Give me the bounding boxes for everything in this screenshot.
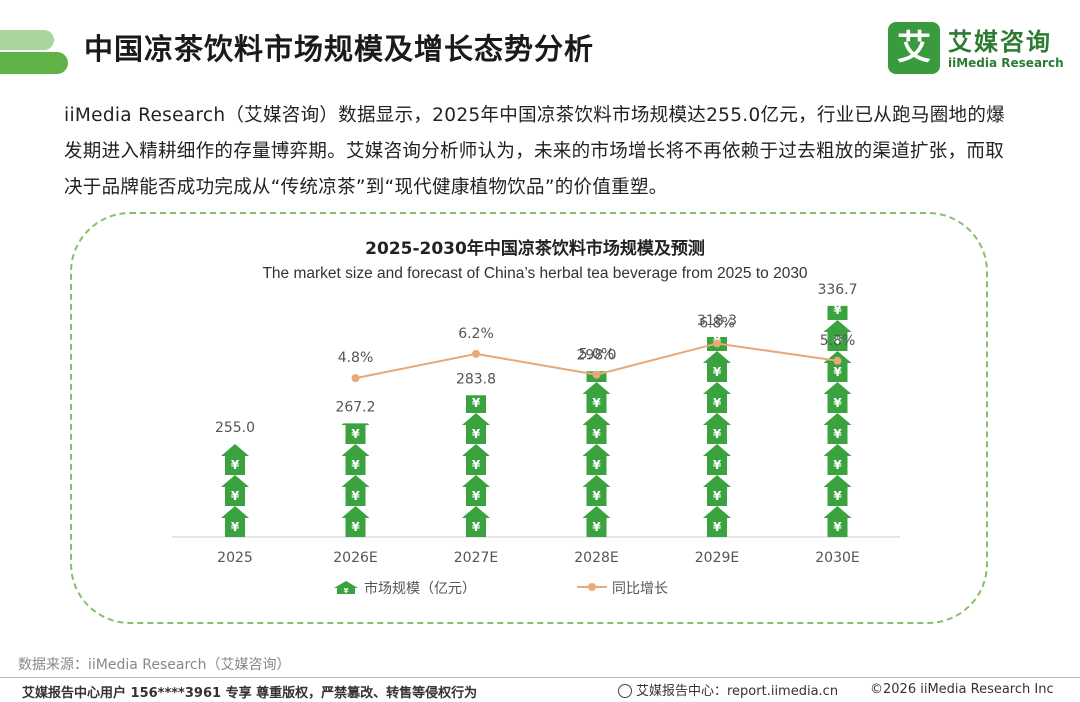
svg-text:¥: ¥ (472, 520, 481, 534)
svg-text:¥: ¥ (231, 458, 240, 472)
bar-value-label: 298.0 (576, 347, 616, 363)
footer-divider (0, 677, 1080, 678)
svg-text:¥: ¥ (713, 489, 722, 503)
svg-text:¥: ¥ (344, 587, 349, 595)
x-tick-label: 2030E (815, 550, 859, 566)
chart-frame (70, 212, 988, 624)
growth-point (472, 349, 480, 358)
x-tick-label: 2026E (333, 550, 377, 566)
growth-label: 6.8% (699, 315, 735, 331)
svg-text:¥: ¥ (713, 458, 722, 472)
logo-mark: 艾 (888, 22, 940, 74)
chart-title: 2025-2030年中国凉茶饮料市场规模及预测 (365, 238, 705, 259)
legend-line-label: 同比增长 (612, 581, 668, 597)
svg-text:¥: ¥ (592, 489, 601, 503)
bar-value-label: 283.8 (456, 371, 496, 387)
growth-point (351, 374, 360, 383)
bar: ¥¥¥¥ (221, 444, 249, 537)
logo-cn-text: 艾媒咨询 (948, 28, 1052, 56)
svg-text:¥: ¥ (833, 427, 842, 441)
bar-value-label: 336.7 (817, 282, 857, 298)
svg-text:¥: ¥ (351, 427, 360, 441)
svg-text:¥: ¥ (472, 489, 481, 503)
x-tick-label: 2029E (695, 550, 739, 566)
svg-text:¥: ¥ (833, 520, 842, 534)
bar: ¥¥¥¥¥¥¥¥¥ (823, 303, 852, 537)
svg-text:¥: ¥ (713, 396, 722, 410)
svg-text:¥: ¥ (833, 334, 842, 348)
bar: ¥¥¥¥¥¥ (462, 395, 490, 537)
growth-label: 5.8% (820, 333, 856, 349)
title-bar: 中国凉茶饮料市场规模及增长态势分析 艾 艾媒咨询 iiMedia Researc… (0, 0, 1080, 100)
bar-value-label: 267.2 (335, 399, 375, 415)
svg-text:¥: ¥ (713, 520, 722, 534)
bar-value-label: 318.3 (697, 313, 737, 329)
svg-text:¥: ¥ (592, 396, 601, 410)
x-tick-label: 2025 (217, 550, 253, 566)
svg-text:¥: ¥ (231, 489, 240, 503)
x-tick-label: 2028E (574, 550, 618, 566)
svg-text:¥: ¥ (592, 427, 601, 441)
svg-text:¥: ¥ (472, 458, 481, 472)
svg-text:¥: ¥ (833, 396, 842, 410)
footer-copyright-notice: 艾媒报告中心用户 156****3961 专享 尊重版权，严禁篡改、转售等侵权行… (22, 686, 478, 701)
svg-text:¥: ¥ (351, 520, 360, 534)
growth-label: 5.0% (579, 347, 615, 363)
chart-subtitle: The market size and forecast of China’s … (262, 265, 807, 282)
title-decoration (0, 52, 68, 74)
footer-report-center: 艾媒报告中心：report.iimedia.cn (618, 680, 838, 699)
bar: ¥¥¥¥¥¥¥¥ (703, 336, 731, 537)
intro-paragraph: iiMedia Research（艾媒咨询）数据显示，2025年中国凉茶饮料市场… (64, 105, 1005, 198)
svg-text:¥: ¥ (231, 520, 240, 534)
svg-text:¥: ¥ (833, 489, 842, 503)
svg-text:¥: ¥ (592, 458, 601, 472)
svg-text:¥: ¥ (351, 489, 360, 503)
svg-text:¥: ¥ (833, 365, 842, 379)
page-title: 中国凉茶饮料市场规模及增长态势分析 (84, 32, 595, 66)
footer-report-center-text: 艾媒报告中心：report.iimedia.cn (636, 684, 839, 699)
legend-bar-icon: ¥ (334, 581, 358, 595)
growth-label: 6.2% (458, 326, 494, 342)
svg-text:¥: ¥ (472, 427, 481, 441)
svg-text:¥: ¥ (592, 520, 601, 534)
growth-point (713, 339, 721, 348)
legend-line-marker (588, 583, 596, 591)
legend-bar-label: 市场规模（亿元） (364, 580, 476, 597)
brand-logo: 艾 艾媒咨询 iiMedia Research (888, 22, 1068, 78)
x-tick-label: 2027E (454, 550, 498, 566)
title-decoration (0, 30, 54, 50)
growth-label: 4.8% (338, 350, 374, 366)
data-source: 数据来源：iiMedia Research（艾媒咨询） (18, 657, 291, 673)
globe-icon (618, 684, 632, 698)
svg-text:¥: ¥ (472, 396, 481, 410)
growth-point (833, 356, 842, 365)
svg-text:¥: ¥ (713, 365, 722, 379)
logo-en-text: iiMedia Research (948, 56, 1064, 70)
bar-value-label: 255.0 (215, 420, 255, 436)
footer-copyright: ©2026 iiMedia Research Inc (870, 682, 1054, 697)
svg-text:¥: ¥ (351, 458, 360, 472)
bar: ¥¥¥¥¥ (341, 423, 370, 537)
growth-point (592, 370, 601, 379)
svg-text:¥: ¥ (833, 458, 842, 472)
svg-text:¥: ¥ (833, 303, 842, 317)
svg-text:¥: ¥ (713, 427, 722, 441)
